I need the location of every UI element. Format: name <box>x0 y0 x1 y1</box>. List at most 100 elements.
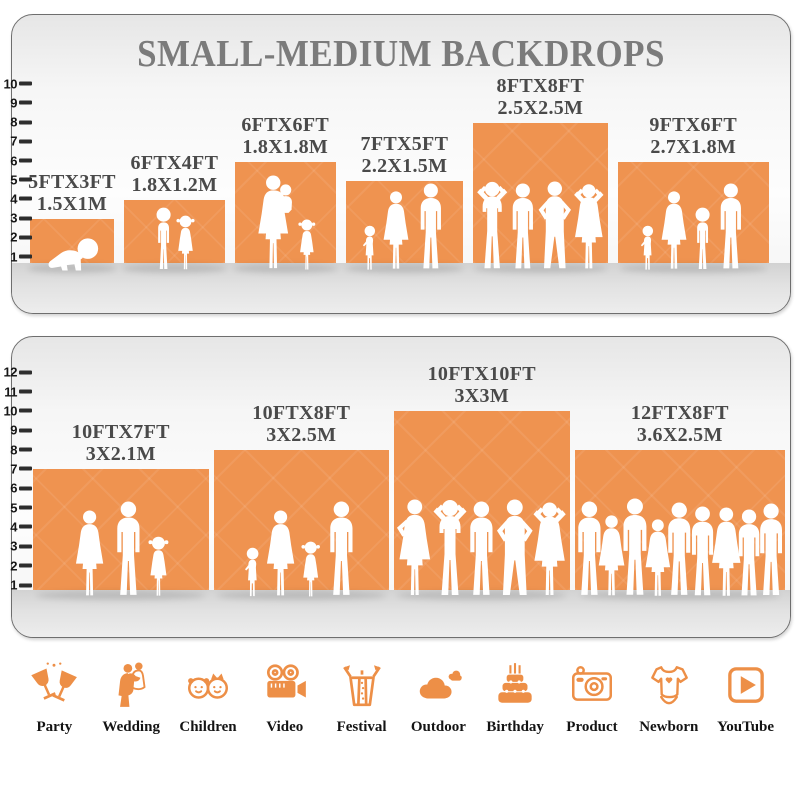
backdrop-size-label: 10FTX8FT 3X2.5M <box>252 402 350 446</box>
backdrop-size-label: 6FTX4FT 1.8X1.2M <box>131 152 219 196</box>
axis-tick-10: 10 <box>0 77 32 90</box>
backdrop-bar-10ftx7ft: 10FTX7FT 3X2.1M <box>33 421 209 597</box>
page-title: SMALL-MEDIUM BACKDROPS <box>137 33 665 75</box>
size-meters: 3X3M <box>454 385 510 408</box>
axis-tick-7: 7 <box>0 462 32 475</box>
people-silhouettes <box>206 501 398 598</box>
backdrop-size-label: 6FTX6FT 1.8X1.8M <box>241 114 329 158</box>
backdrop-bar-10ftx8ft: 10FTX8FT 3X2.5M <box>213 402 389 597</box>
axis-tick-5: 5 <box>0 173 32 186</box>
category-video: Video <box>246 660 323 736</box>
size-feet: 9FTX6FT <box>649 113 738 136</box>
medium-backdrops-panel: 10FTX7FT 3X2.1M 10FTX8FT 3X2.5M 10FTX10FT 3X3… <box>11 336 791 638</box>
category-children: Children <box>170 660 247 736</box>
birthday-icon <box>490 660 540 710</box>
size-feet: 12FTX8FT <box>630 402 729 424</box>
outdoor-icon <box>413 660 463 710</box>
man-silhouette <box>720 183 741 269</box>
man-stretch-silhouette <box>477 181 508 269</box>
axis-tick-5: 5 <box>0 501 32 514</box>
woman-baby-silhouette <box>258 175 292 269</box>
category-newborn: Newborn <box>630 660 707 736</box>
newborn-icon <box>644 660 694 710</box>
category-label: Party <box>36 719 73 735</box>
toddler-silhouette <box>244 548 259 597</box>
girl-silhouette <box>176 215 195 270</box>
size-feet: 6FTX6FT <box>241 113 330 136</box>
category-label: Product <box>566 719 618 735</box>
category-label: Children <box>179 719 237 735</box>
backdrop-bar-9ftx6ft: 9FTX6FT 2.7X1.8M <box>617 114 769 270</box>
toddler-silhouette <box>363 225 376 270</box>
backdrop-size-label: 9FTX6FT 2.7X1.8M <box>649 114 737 158</box>
backdrop-bar-6ftx6ft: 6FTX6FT 1.8X1.8M <box>234 114 336 270</box>
festival-icon <box>337 660 387 710</box>
axis-tick-8: 8 <box>0 443 32 456</box>
size-feet: 10FTX10FT <box>427 363 536 386</box>
category-label: Birthday <box>486 719 544 735</box>
wedding-icon <box>106 660 156 710</box>
axis-tick-2: 2 <box>0 231 32 244</box>
axis-tick-11: 11 <box>0 385 32 398</box>
children-icon <box>183 660 233 710</box>
people-silhouettes <box>338 183 472 271</box>
people-silhouettes <box>116 207 233 271</box>
size-meters: 1.8X1.2M <box>131 173 218 196</box>
category-label: Newborn <box>639 719 699 735</box>
party-icon <box>29 660 79 710</box>
girl-silhouette <box>148 537 169 597</box>
size-meters: 1.5X1M <box>36 193 108 216</box>
axis-tick-2: 2 <box>0 559 32 572</box>
category-product: Product <box>554 660 631 736</box>
axis-tick-1: 1 <box>0 250 32 263</box>
backdrop-size-label: 7FTX5FT 2.2X1.5M <box>361 133 449 177</box>
woman-stretch-silhouette <box>533 502 566 596</box>
man-hips-silhouette <box>538 181 571 269</box>
category-party: Party <box>16 660 93 736</box>
axis-tick-1: 1 <box>0 579 32 592</box>
people-silhouettes <box>386 498 578 598</box>
axis-tick-9: 9 <box>0 424 32 437</box>
category-label: YouTube <box>717 719 775 735</box>
man-silhouette <box>330 501 353 596</box>
backdrop-size-label: 10FTX7FT 3X2.1M <box>72 421 170 465</box>
size-feet: 8FTX8FT <box>496 75 585 98</box>
axis-tick-9: 9 <box>0 96 32 109</box>
man-silhouette <box>420 183 441 269</box>
toddler-silhouette <box>640 225 653 270</box>
axis-tick-4: 4 <box>0 192 32 205</box>
woman-stretch-silhouette <box>573 184 604 269</box>
woman-silhouette <box>76 510 104 596</box>
backdrop-bar-8ftx8ft: 8FTX8FT 2.5X2.5M <box>473 75 608 269</box>
size-meters: 3X2.1M <box>85 443 156 466</box>
category-label: Outdoor <box>410 719 466 735</box>
product-icon <box>567 660 617 710</box>
backdrop-bar-12ftx8ft: 12FTX8FT 3.6X2.5M <box>574 402 786 596</box>
axis-tick-12: 12 <box>0 366 32 379</box>
people-silhouettes <box>227 175 344 271</box>
category-birthday: Birthday <box>477 660 554 736</box>
category-wedding: Wedding <box>93 660 170 736</box>
girl-small-silhouette <box>298 219 316 270</box>
category-label: Festival <box>336 719 387 735</box>
size-meters: 3X2.5M <box>266 424 337 446</box>
baby-crawl-silhouette <box>48 238 99 271</box>
size-feet: 10FTX7FT <box>71 421 170 444</box>
axis-tick-6: 6 <box>0 482 32 495</box>
backdrop-bar-6ftx4ft: 6FTX4FT 1.8X1.2M <box>124 152 225 270</box>
woman-silhouette <box>383 191 409 269</box>
category-row: Party Wedding Children Video Festival Outdoor… <box>16 660 784 736</box>
man-silhouette <box>760 503 782 596</box>
backdrop-size-label: 8FTX8FT 2.5X2.5M <box>497 75 585 119</box>
size-meters: 1.8X1.8M <box>242 135 329 158</box>
backdrop-size-label: 10FTX10FT 3X3M <box>428 363 536 407</box>
backdrop-bar-10ftx10ft: 10FTX10FT 3X3M <box>394 363 570 596</box>
axis-tick-7: 7 <box>0 135 32 148</box>
category-label: Video <box>266 719 304 735</box>
axis-tick-10: 10 <box>0 404 32 417</box>
people-silhouettes <box>567 498 791 598</box>
axis-tick-3: 3 <box>0 540 32 553</box>
category-label: Wedding <box>102 719 160 735</box>
woman-silhouette <box>267 510 295 596</box>
